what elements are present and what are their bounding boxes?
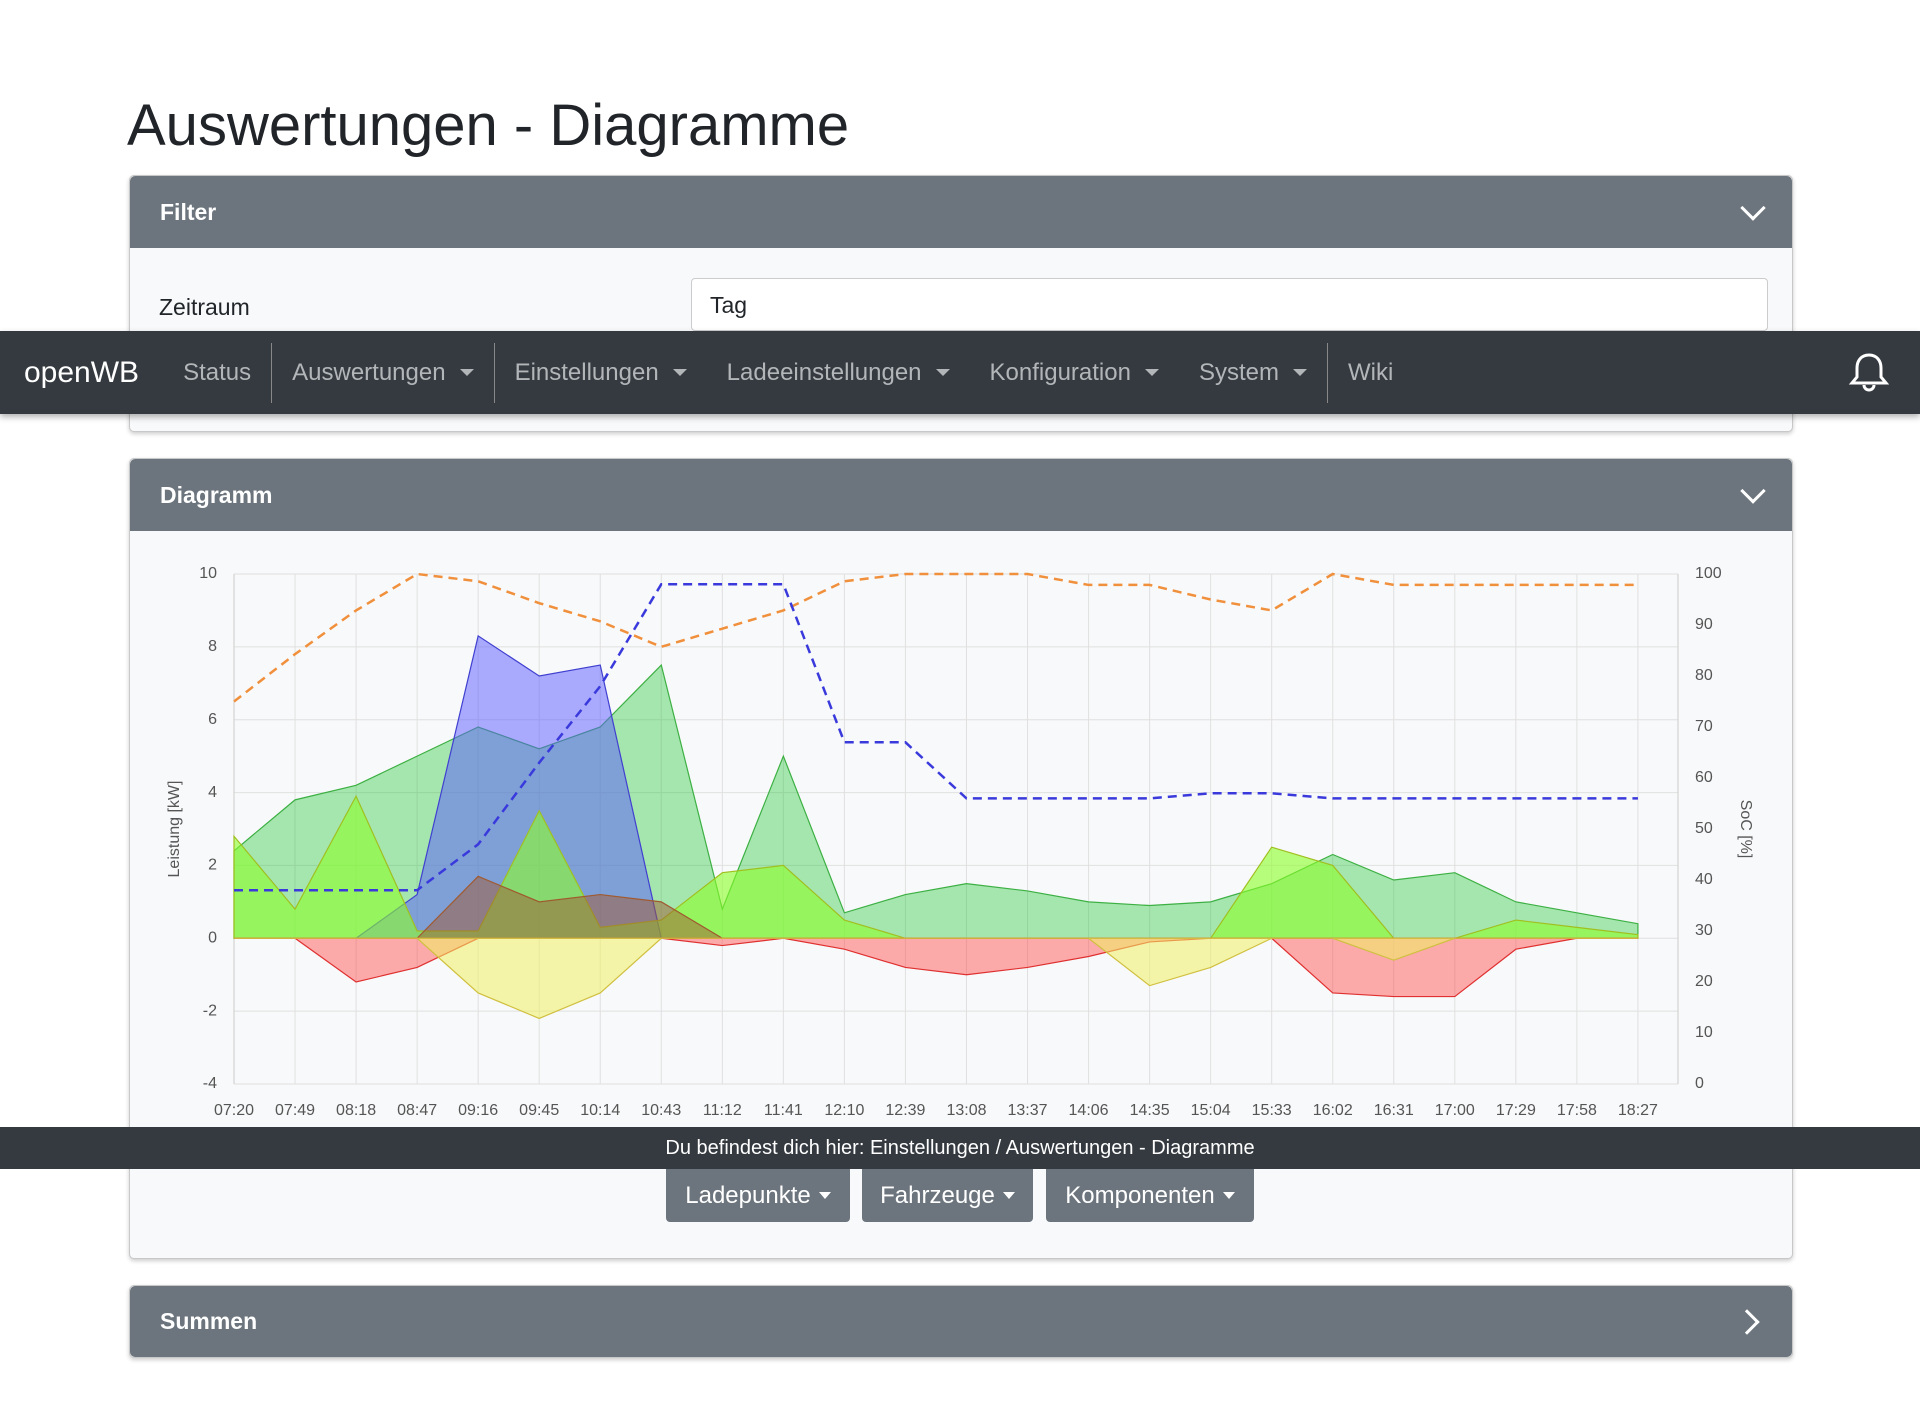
x-tick-label: 13:08	[946, 1102, 986, 1119]
navbar: openWB Status Auswertungen Einstellungen…	[0, 331, 1920, 414]
nav-item[interactable]: System	[1179, 343, 1327, 403]
brand[interactable]: openWB	[24, 355, 140, 389]
x-tick-label: 10:14	[580, 1102, 620, 1119]
y2-axis-label: SoC [%]	[1737, 800, 1754, 859]
x-tick-label: 07:49	[275, 1102, 315, 1119]
nav-item[interactable]: Konfiguration	[970, 343, 1179, 403]
y2-tick-label: 60	[1695, 769, 1713, 786]
nav-item[interactable]: Auswertungen	[271, 342, 493, 403]
area	[234, 937, 1638, 1020]
y-tick-label: -4	[203, 1075, 217, 1092]
y2-tick-label: 40	[1695, 871, 1713, 888]
y2-tick-label: 90	[1695, 616, 1713, 633]
y-tick-label: 0	[208, 930, 217, 947]
x-tick-label: 17:00	[1435, 1102, 1475, 1119]
y2-tick-label: 100	[1695, 565, 1722, 582]
y2-tick-label: 30	[1695, 922, 1713, 939]
x-tick-label: 11:12	[703, 1102, 742, 1119]
y-tick-label: 10	[199, 565, 217, 582]
y-tick-label: 6	[208, 711, 217, 728]
summen-title: Summen	[160, 1308, 258, 1334]
y-tick-label: 2	[208, 857, 217, 874]
period-select[interactable]: Tag	[691, 278, 1768, 331]
y2-tick-label: 0	[1695, 1075, 1704, 1092]
select-value: Tag	[710, 292, 748, 318]
nav-item[interactable]: Einstellungen	[493, 342, 707, 403]
x-tick-label: 12:39	[885, 1102, 925, 1119]
x-tick-label: 13:37	[1007, 1102, 1047, 1119]
y-tick-label: 8	[208, 638, 217, 655]
x-tick-label: 10:43	[641, 1102, 681, 1119]
y2-tick-label: 50	[1695, 820, 1713, 837]
x-tick-label: 11:41	[764, 1102, 803, 1119]
x-tick-label: 18:27	[1618, 1102, 1658, 1119]
nav-item[interactable]: Wiki	[1326, 342, 1413, 403]
x-tick-label: 17:29	[1496, 1102, 1536, 1119]
x-tick-label: 16:31	[1374, 1102, 1414, 1119]
diagram-title: Diagramm	[160, 481, 273, 508]
line	[233, 572, 1638, 703]
x-tick-label: 08:47	[397, 1102, 437, 1119]
y-tick-label: 4	[208, 784, 217, 801]
button[interactable]: Ladepunkte	[666, 1169, 850, 1222]
y-tick-label: -2	[203, 1002, 217, 1019]
x-tick-label: 14:06	[1069, 1102, 1109, 1119]
x-tick-label: 12:10	[824, 1102, 864, 1119]
y2-tick-label: 20	[1695, 973, 1713, 990]
nav-item[interactable]: Status	[183, 358, 252, 386]
button[interactable]: Komponenten	[1046, 1169, 1254, 1222]
page-title: Auswertungen - Diagramme	[127, 93, 850, 158]
y2-tick-label: 70	[1695, 718, 1713, 735]
x-tick-label: 09:16	[458, 1102, 498, 1119]
line	[234, 582, 1638, 892]
y-axis-label: Leistung [kW]	[166, 781, 183, 878]
y2-tick-label: 80	[1695, 667, 1713, 684]
chevron	[1734, 1308, 1760, 1335]
x-tick-label: 07:20	[214, 1102, 254, 1119]
breadcrumb: Du befindest dich hier: Einstellungen / …	[0, 1127, 1920, 1169]
filter-title: Filter	[160, 198, 217, 225]
filter-header[interactable]: Filter	[130, 176, 1792, 248]
x-tick-label: 14:35	[1130, 1102, 1170, 1119]
y2-tick-label: 10	[1695, 1024, 1713, 1041]
x-tick-label: 15:33	[1252, 1102, 1292, 1119]
x-tick-label: 08:18	[336, 1102, 376, 1119]
summen-card: Summen	[129, 1285, 1793, 1358]
summen-header[interactable]: Summen	[130, 1286, 1792, 1357]
x-tick-label: 17:58	[1557, 1102, 1597, 1119]
nav-item[interactable]: Ladeeinstellungen	[707, 343, 970, 403]
bell-icon[interactable]	[1848, 351, 1890, 395]
x-tick-label: 16:02	[1313, 1102, 1353, 1119]
button[interactable]: Fahrzeuge	[862, 1169, 1033, 1222]
x-tick-label: 09:45	[519, 1102, 559, 1119]
x-tick-label: 15:04	[1191, 1102, 1231, 1119]
diagram-header[interactable]: Diagramm	[130, 459, 1792, 531]
filter-label: Zeitraum	[159, 294, 250, 320]
